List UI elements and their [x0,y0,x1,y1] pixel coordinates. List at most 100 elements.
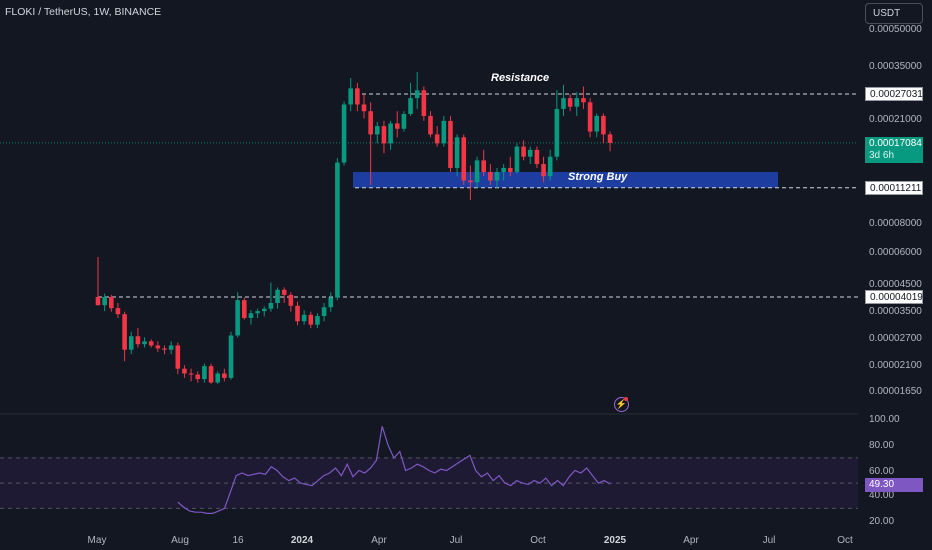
candle-body [202,366,207,380]
candle-body [421,90,427,116]
candle-body [534,149,540,165]
candle-body [368,111,373,135]
price-tick: 0.00021000 [869,114,922,125]
candle-body [268,302,274,309]
time-tick: 2025 [603,535,627,546]
time-tick: May [87,535,107,546]
candle-body [228,335,234,378]
candle-body [335,162,340,298]
candle-body [488,171,493,181]
candle-body [182,368,187,374]
symbol-title: FLOKI / TetherUS, 1W, BINANCE [5,6,162,18]
time-tick: Jul [762,535,776,546]
time-tick: 2024 [290,535,314,546]
candle-body [521,146,526,157]
candle-body [527,149,533,157]
candle-body [375,126,380,135]
candle-body [148,341,154,346]
candle-body [414,90,420,99]
candle-body [242,300,247,318]
candle-body [341,104,347,163]
candle-body [321,307,327,317]
candle-body [208,366,214,383]
candle-body [434,134,440,144]
alert-dot [624,397,628,401]
candle-body [168,345,174,350]
candle-body [461,137,467,181]
candle-body [188,373,194,375]
lightning-bolt-icon[interactable]: ⚡ [614,397,629,412]
candle-body [441,120,447,144]
candle-body [95,296,101,306]
candle-body [248,313,254,318]
bar-countdown-tag: 3d 6h [865,149,923,163]
candle-body [394,123,400,129]
candle-body [155,345,161,349]
time-tick: Apr [683,535,699,546]
candle-body [301,314,307,322]
candle-body [142,341,147,345]
candle-body [567,98,573,107]
price-tick: 0.00050000 [869,24,922,35]
price-tick: 0.00001650 [869,386,922,397]
candle-body [122,314,127,350]
time-tick: Aug [171,535,189,546]
price-tick: 0.00008000 [869,218,922,229]
candle-body [501,167,506,172]
candle-body [408,98,413,115]
rsi-tick: 60.00 [869,466,895,477]
support-price-tag: 0.00011211 [865,181,923,195]
candle-body [175,345,181,369]
candle-body [235,300,240,336]
candle-body [401,114,407,129]
time-tick: Oct [530,535,546,546]
time-tick: Oct [837,535,853,546]
candle-body [381,126,387,144]
time-tick: 16 [232,535,244,546]
rsi-line [177,426,611,514]
candle-body [222,373,227,378]
candlesticks [95,72,613,384]
candle-body [195,374,201,380]
strong-buy-zone [353,171,778,188]
currency-button[interactable]: USDT [865,3,923,24]
rsi-tick: 40.00 [869,490,895,501]
price-tick: 0.00002100 [869,360,922,371]
candle-body [162,348,167,350]
horizontal-levels [0,93,858,298]
candle-body [547,156,553,177]
candle-body [361,104,367,112]
rsi-tick: 100.00 [869,414,900,425]
candle-body [454,137,460,168]
price-tick: 0.00035000 [869,61,922,72]
strong-buy-zone-rect [353,171,778,188]
candle-body [308,314,314,325]
rsi-line-layer [0,426,858,514]
candle-body [115,308,121,315]
rsi-tick: 20.00 [869,516,895,527]
candle-body [474,160,480,183]
candle-body [128,336,134,350]
candle-body [109,296,114,309]
candle-body [508,167,513,172]
candle-body [468,180,473,183]
candle-body [355,88,360,105]
candle-body [388,123,393,144]
lower-level-price-tag: 0.00004019 [865,290,923,304]
candle-body [348,88,353,105]
rsi-value-tag: 49.30 [865,478,923,492]
candle-body [328,297,334,308]
candle-body [315,316,320,325]
current-price-tag: 0.00017084 [865,137,923,151]
rsi-tick: 80.00 [869,440,895,451]
candle-body [261,308,267,312]
price-tick: 0.00006000 [869,247,922,258]
candle-body [494,171,500,181]
candle-body [428,115,433,135]
candle-body [574,98,580,107]
candle-body [288,294,294,306]
candle-body [561,98,566,109]
candle-body [281,289,287,295]
price-tick: 0.00002700 [869,333,922,344]
